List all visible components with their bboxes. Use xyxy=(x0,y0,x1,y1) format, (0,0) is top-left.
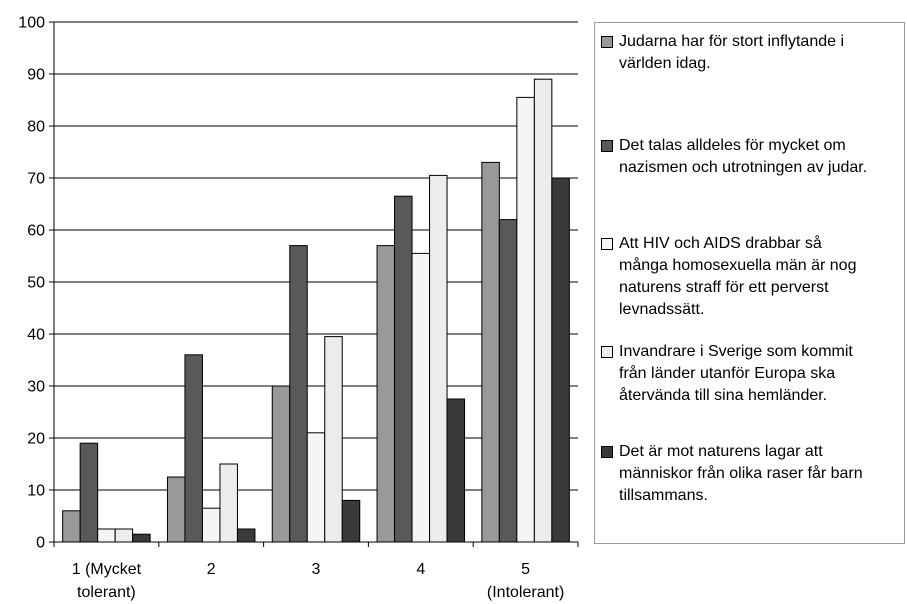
bar xyxy=(236,528,256,543)
legend-swatch xyxy=(601,36,613,48)
bar xyxy=(446,398,466,543)
bar xyxy=(306,432,326,543)
gridlines xyxy=(54,21,578,491)
bar xyxy=(498,219,518,543)
legend-swatch xyxy=(601,238,613,250)
legend-label: Det är mot naturens lagar att människor f… xyxy=(619,443,863,504)
bar xyxy=(376,245,396,543)
bar xyxy=(551,177,570,543)
legend-label: Att HIV och AIDS drabbar så många homosex… xyxy=(619,235,857,318)
legend: Judarna har för stort inflytande i världe… xyxy=(594,22,905,544)
bar xyxy=(132,533,151,543)
y-tick-label: 100 xyxy=(18,15,45,32)
bar xyxy=(411,252,431,543)
x-tick-label: 5 (Intolerant) xyxy=(487,561,564,601)
bars xyxy=(62,78,570,543)
bar xyxy=(324,336,343,543)
bar xyxy=(516,96,535,543)
bar xyxy=(429,174,448,543)
legend-label: Judarna har för stort inflytande i världe… xyxy=(619,33,845,72)
bar xyxy=(184,354,203,543)
legend-item: Det är mot naturens lagar att människor f… xyxy=(601,441,901,507)
y-tick-label: 60 xyxy=(27,223,45,240)
bar xyxy=(341,499,361,543)
y-tick-label: 80 xyxy=(27,119,45,136)
bar xyxy=(166,476,186,543)
bar xyxy=(79,442,99,543)
legend-label: Det talas alldeles för mycket om nazismen… xyxy=(619,137,868,176)
bar xyxy=(533,78,553,543)
x-tick-label: 1 (Mycket tolerant) xyxy=(72,561,142,601)
legend-label: Invandrare i Sverige som kommit från länd… xyxy=(619,343,853,404)
x-tick-label: 3 xyxy=(312,561,321,578)
legend-item: Invandrare i Sverige som kommit från länd… xyxy=(601,341,901,407)
legend-swatch xyxy=(601,446,613,458)
bar-chart: 0 10 20 30 40 50 60 70 80 90 100 1 (Mycket tolerant… xyxy=(18,15,579,601)
bar xyxy=(481,161,500,543)
bar xyxy=(271,385,291,543)
y-tick-labels: 0 10 20 30 40 50 60 70 80 90 100 xyxy=(18,15,54,552)
y-tick-label: 10 xyxy=(27,483,45,500)
legend-swatch xyxy=(601,140,613,152)
bar xyxy=(289,245,308,543)
y-tick-label: 50 xyxy=(27,275,45,292)
y-tick-label: 30 xyxy=(27,379,45,396)
y-tick-label: 40 xyxy=(27,327,45,344)
bar xyxy=(201,507,221,543)
y-tick-label: 90 xyxy=(27,67,45,84)
legend-item: Judarna har för stort inflytande i världe… xyxy=(601,31,901,75)
x-tick-label: 4 xyxy=(416,561,425,578)
bar xyxy=(62,510,81,543)
y-tick-label: 0 xyxy=(36,535,45,552)
y-tick-label: 20 xyxy=(27,431,45,448)
bar xyxy=(219,463,238,543)
x-tick-label: 2 xyxy=(207,561,216,578)
bar xyxy=(114,528,134,543)
legend-swatch xyxy=(601,346,613,358)
legend-item: Det talas alldeles för mycket om nazismen… xyxy=(601,135,901,179)
legend-item: Att HIV och AIDS drabbar så många homosex… xyxy=(601,233,901,321)
x-tick-labels: 1 (Mycket tolerant) 2 3 4 5 (Intolerant) xyxy=(53,542,579,601)
bar xyxy=(394,195,413,543)
bar xyxy=(97,528,116,543)
y-tick-label: 70 xyxy=(27,171,45,188)
